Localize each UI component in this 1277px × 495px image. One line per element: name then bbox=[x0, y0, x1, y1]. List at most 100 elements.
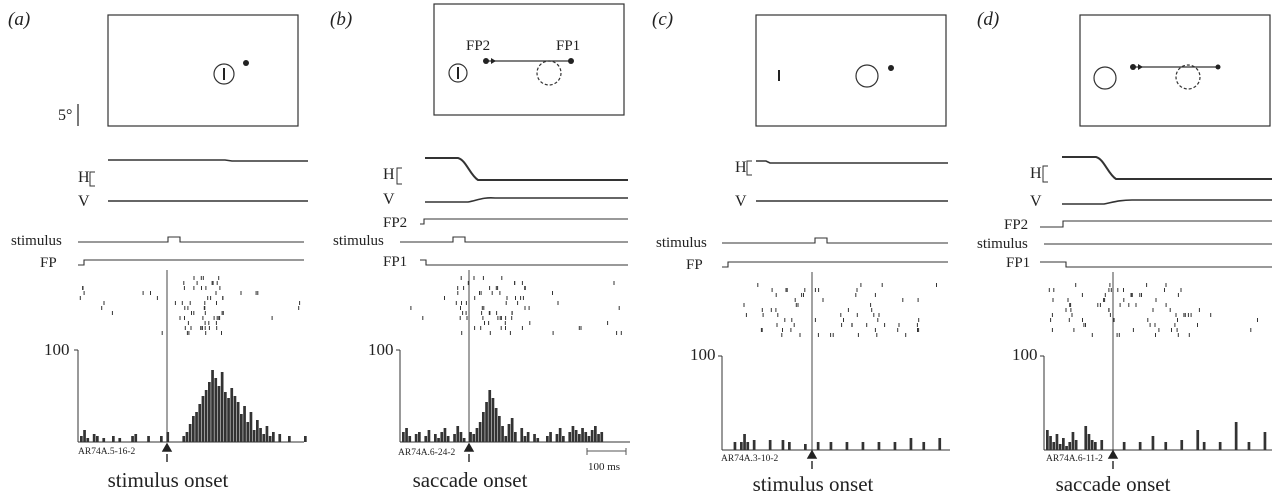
time-scale-bar bbox=[586, 448, 627, 455]
histogram-bar bbox=[491, 398, 495, 442]
histogram-bar bbox=[243, 406, 246, 442]
v-trace bbox=[1062, 199, 1272, 205]
histogram-bar bbox=[938, 438, 942, 450]
histogram-bar bbox=[102, 438, 106, 442]
stimulus-trace-label: stimulus bbox=[977, 236, 1028, 252]
histogram-bar bbox=[304, 436, 307, 442]
histogram-bar bbox=[459, 432, 463, 442]
histogram-bar bbox=[1062, 438, 1065, 450]
histogram-bar bbox=[1055, 434, 1059, 450]
histogram-bar bbox=[414, 434, 418, 442]
fp-trace bbox=[722, 261, 948, 268]
fp-trace-label: FP bbox=[686, 257, 703, 273]
histogram-bar bbox=[188, 424, 192, 442]
v-trace-label: V bbox=[78, 193, 90, 210]
histogram-bar bbox=[1068, 442, 1072, 450]
histogram-bar bbox=[752, 440, 756, 450]
cell-id: AR74A.6-11-2 bbox=[1046, 454, 1103, 464]
histogram-bar bbox=[555, 434, 559, 442]
histogram-bar bbox=[230, 388, 234, 442]
histogram-bar bbox=[1074, 440, 1078, 450]
histogram-bar bbox=[233, 396, 237, 442]
histogram-bar bbox=[268, 436, 272, 442]
histogram-bar bbox=[224, 392, 227, 442]
histogram-bar bbox=[118, 438, 122, 442]
histogram-bar bbox=[1090, 440, 1094, 450]
histogram-bar bbox=[278, 434, 282, 442]
fp1-trace-label: FP1 bbox=[383, 254, 407, 270]
v-trace bbox=[425, 197, 628, 203]
histogram-bar bbox=[909, 438, 913, 450]
y-tick-label: 100 bbox=[690, 345, 716, 364]
fp1-diagram-label: FP1 bbox=[556, 38, 580, 54]
fp1-trace bbox=[1040, 261, 1272, 268]
h-trace bbox=[1062, 156, 1272, 180]
histogram-bar bbox=[131, 436, 134, 442]
histogram-bar bbox=[1087, 434, 1091, 450]
histogram-bar bbox=[405, 428, 408, 442]
histogram-bar bbox=[485, 402, 488, 442]
panel-caption: saccade onset bbox=[1056, 472, 1171, 495]
histogram-bar bbox=[520, 428, 524, 442]
onset-arrow bbox=[463, 442, 475, 462]
panel-letter: (c) bbox=[652, 9, 673, 30]
histogram-bar bbox=[198, 404, 202, 442]
h-scale-bracket bbox=[89, 171, 95, 187]
histogram-bar bbox=[861, 442, 865, 450]
histogram-bar bbox=[1084, 426, 1088, 450]
saccade-arrowhead bbox=[1138, 64, 1143, 70]
histogram-bar bbox=[536, 438, 540, 442]
histogram-bar bbox=[408, 436, 412, 442]
v-trace-label: V bbox=[735, 193, 747, 210]
histogram-bar bbox=[472, 434, 476, 442]
histogram-bar bbox=[112, 436, 115, 442]
v-trace-label: V bbox=[1030, 193, 1042, 210]
spike-raster bbox=[79, 276, 301, 335]
h-trace-label: H bbox=[735, 159, 747, 176]
receptive-field-circle bbox=[448, 63, 468, 83]
spike-histogram bbox=[402, 390, 604, 442]
cell-id: AR74A.6-24-2 bbox=[398, 448, 456, 458]
h-scale-bracket bbox=[1042, 165, 1048, 183]
stimulus-trace-label: stimulus bbox=[656, 235, 707, 251]
histogram-bar bbox=[453, 434, 456, 442]
y-tick-label: 100 bbox=[44, 340, 70, 359]
histogram-bar bbox=[204, 390, 208, 442]
histogram-bar bbox=[1180, 440, 1184, 450]
h-scale-bracket bbox=[396, 167, 402, 185]
histogram-bar bbox=[446, 436, 450, 442]
histogram-bar bbox=[533, 434, 536, 442]
histogram-bar bbox=[743, 434, 746, 450]
histogram-bar bbox=[443, 428, 447, 442]
histogram-bar bbox=[578, 434, 581, 442]
histogram-bar bbox=[788, 442, 791, 450]
histogram-bar bbox=[1218, 442, 1222, 450]
stimulus-trace bbox=[400, 236, 628, 243]
histogram-bar bbox=[781, 440, 785, 450]
visual-field-diagram bbox=[1079, 14, 1271, 127]
histogram-bar bbox=[440, 432, 444, 442]
v-trace-label: V bbox=[383, 191, 395, 208]
histogram-bar bbox=[494, 408, 498, 442]
histogram-bar bbox=[1202, 442, 1206, 450]
h-trace bbox=[425, 157, 628, 181]
histogram-bar bbox=[594, 426, 597, 442]
histogram-bar bbox=[166, 432, 170, 442]
histogram-bar bbox=[829, 442, 833, 450]
histogram-bar bbox=[246, 422, 250, 442]
histogram-bar bbox=[504, 436, 508, 442]
panel-caption: saccade onset bbox=[413, 468, 528, 492]
fp1-trace bbox=[420, 259, 628, 266]
fp-trace-label: FP bbox=[40, 255, 57, 271]
histogram-bar bbox=[220, 372, 224, 442]
visual-field-diagram bbox=[433, 3, 625, 116]
histogram-bar bbox=[80, 436, 83, 442]
histogram-bar bbox=[288, 436, 291, 442]
histogram-bar bbox=[240, 414, 243, 442]
histogram-bar bbox=[587, 436, 591, 442]
histogram-bar bbox=[418, 432, 421, 442]
panel-b: (b) FP2 FP1 H V FP2 stimulus FP1 100 AR7… bbox=[330, 3, 630, 492]
histogram-bar bbox=[590, 430, 594, 442]
histogram-bar bbox=[498, 416, 501, 442]
